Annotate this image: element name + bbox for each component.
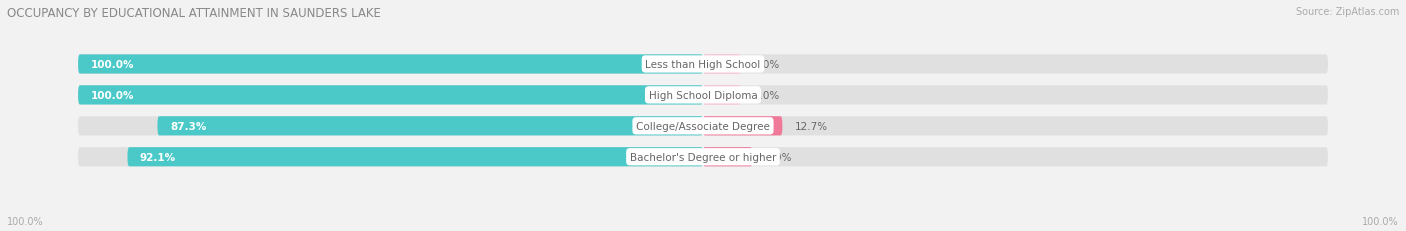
FancyBboxPatch shape [703,55,1327,74]
Text: 100.0%: 100.0% [90,60,134,70]
FancyBboxPatch shape [703,86,1327,105]
Text: 100.0%: 100.0% [1362,216,1399,226]
Text: 92.1%: 92.1% [141,152,176,162]
Text: Source: ZipAtlas.com: Source: ZipAtlas.com [1295,7,1399,17]
Text: 87.3%: 87.3% [170,121,207,131]
Text: Less than High School: Less than High School [645,60,761,70]
FancyBboxPatch shape [79,55,703,74]
Text: Bachelor's Degree or higher: Bachelor's Degree or higher [630,152,776,162]
FancyBboxPatch shape [79,86,703,105]
Text: 100.0%: 100.0% [7,216,44,226]
FancyBboxPatch shape [128,148,703,167]
Text: 12.7%: 12.7% [794,121,828,131]
FancyBboxPatch shape [703,148,1327,167]
FancyBboxPatch shape [703,117,1327,136]
FancyBboxPatch shape [703,117,782,136]
FancyBboxPatch shape [157,117,703,136]
FancyBboxPatch shape [703,55,741,74]
Text: 0.0%: 0.0% [754,91,779,100]
FancyBboxPatch shape [79,117,703,136]
Text: OCCUPANCY BY EDUCATIONAL ATTAINMENT IN SAUNDERS LAKE: OCCUPANCY BY EDUCATIONAL ATTAINMENT IN S… [7,7,381,20]
Text: 0.0%: 0.0% [754,60,779,70]
FancyBboxPatch shape [703,86,741,105]
Text: College/Associate Degree: College/Associate Degree [636,121,770,131]
FancyBboxPatch shape [703,148,752,167]
Text: High School Diploma: High School Diploma [648,91,758,100]
Text: 7.9%: 7.9% [765,152,792,162]
FancyBboxPatch shape [79,55,703,74]
Text: 100.0%: 100.0% [90,91,134,100]
FancyBboxPatch shape [79,148,703,167]
FancyBboxPatch shape [79,86,703,105]
